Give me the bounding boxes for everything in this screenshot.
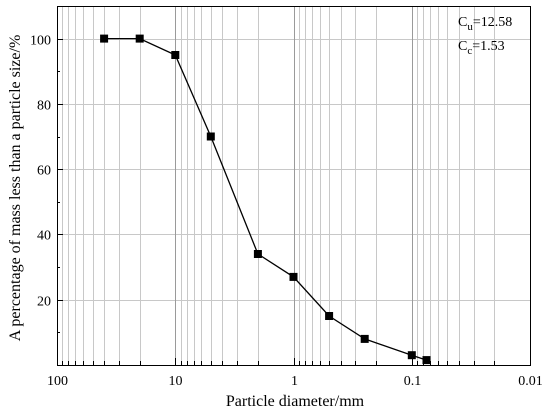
y-tick-label-1: 40 bbox=[37, 229, 51, 244]
x-axis-title: Particle diameter/mm bbox=[226, 393, 365, 410]
data-point-0-4 bbox=[253, 250, 262, 258]
data-point-0-3 bbox=[206, 132, 215, 141]
data-point-0-7 bbox=[360, 334, 369, 343]
x-tick-label-0: 100 bbox=[47, 374, 68, 389]
y-tick-label-2: 60 bbox=[37, 164, 51, 179]
x-tick-label-1: 10 bbox=[169, 374, 183, 389]
series-layer bbox=[100, 34, 431, 365]
series-line-0 bbox=[104, 37, 427, 361]
cu-base: C bbox=[458, 15, 467, 30]
y-tick-label-4: 100 bbox=[30, 34, 51, 49]
y-axis-title: A percentage of mass less than a particl… bbox=[7, 35, 24, 342]
cc-subscript: c bbox=[467, 45, 472, 57]
x-tick-label-3: 0.1 bbox=[404, 374, 422, 389]
x-tick-label-4: 0.01 bbox=[518, 374, 543, 389]
plot-frame bbox=[57, 6, 531, 366]
data-point-0-8 bbox=[407, 351, 416, 360]
x-tick-label-2: 1 bbox=[291, 374, 298, 389]
cc-base: C bbox=[458, 39, 467, 54]
grid-layer bbox=[57, 6, 530, 365]
cu-value: =12.58 bbox=[473, 15, 512, 30]
y-tick-label-3: 80 bbox=[37, 99, 51, 114]
data-point-0-0 bbox=[100, 34, 109, 43]
data-point-0-5 bbox=[289, 272, 298, 281]
cc-annotation: Cc=1.53 bbox=[458, 39, 505, 57]
cu-annotation: Cu=12.58 bbox=[458, 15, 512, 33]
data-point-0-6 bbox=[325, 312, 334, 320]
data-point-0-9 bbox=[422, 356, 431, 365]
data-point-0-2 bbox=[171, 51, 180, 59]
data-point-0-1 bbox=[135, 34, 144, 43]
y-tick-label-0: 20 bbox=[37, 295, 51, 310]
axes-layer: 20 40 60 80 100 100 10 1 0.1 0.01 bbox=[30, 6, 543, 389]
cu-subscript: u bbox=[467, 21, 473, 33]
cc-value: =1.53 bbox=[472, 39, 504, 54]
